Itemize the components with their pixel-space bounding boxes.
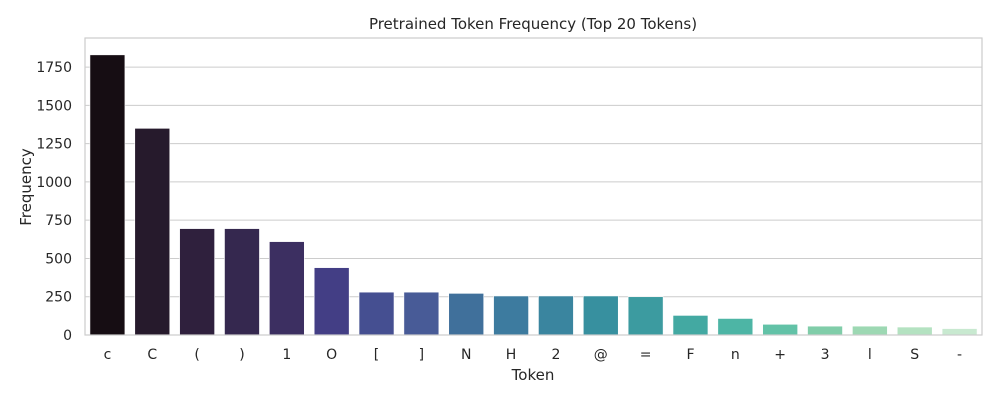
- bar-8: [448, 293, 485, 336]
- x-tick-label: n: [731, 347, 740, 363]
- bar-1: [134, 128, 171, 336]
- x-tick-label: S: [910, 347, 919, 363]
- y-tick-label: 750: [45, 213, 72, 229]
- x-tick-label: H: [506, 347, 517, 363]
- grid-layer: [85, 66, 982, 336]
- x-tick-label: F: [686, 347, 694, 363]
- x-tick-label: O: [326, 347, 337, 363]
- bars-layer: [89, 54, 978, 336]
- y-tick-label: 250: [45, 290, 72, 306]
- bar-19: [941, 328, 978, 336]
- bar-11: [582, 295, 619, 336]
- bar-13: [672, 315, 709, 336]
- x-tick-label: @: [594, 347, 608, 363]
- x-tick-label: [: [374, 347, 379, 363]
- x-tick-label: C: [147, 347, 157, 363]
- x-tick-label: ): [239, 347, 244, 363]
- x-tick-label: N: [461, 347, 471, 363]
- x-tick-label: c: [104, 347, 112, 363]
- y-tick-label: 0: [63, 328, 72, 344]
- x-tick-label: (: [194, 347, 199, 363]
- x-tick-label: l: [868, 347, 872, 363]
- bar-18: [896, 326, 933, 336]
- bar-14: [717, 318, 754, 336]
- y-tick-label: 1750: [36, 60, 72, 76]
- bar-7: [403, 291, 440, 336]
- x-tick-label: 2: [551, 347, 560, 363]
- bar-2: [179, 228, 215, 336]
- bar-6: [358, 291, 395, 336]
- bar-5: [313, 267, 350, 336]
- x-tick-label: +: [774, 347, 786, 363]
- x-tick-label: 1: [282, 347, 291, 363]
- bar-10: [538, 295, 574, 336]
- bar-15: [762, 323, 798, 336]
- x-tick-label: 3: [821, 347, 830, 363]
- bar-17: [852, 325, 888, 336]
- bar-0: [89, 54, 126, 336]
- bar-9: [493, 295, 529, 336]
- y-tick-label: 1000: [36, 175, 72, 191]
- y-axis-label: Frequency: [17, 148, 35, 226]
- y-tick-label: 500: [45, 251, 72, 267]
- y-tick-label: 1250: [36, 137, 72, 153]
- bar-12: [627, 296, 664, 336]
- x-tick-label: ]: [419, 347, 424, 363]
- x-tick-label: =: [640, 347, 652, 363]
- bar-16: [807, 325, 843, 336]
- y-tick-label: 1500: [36, 98, 72, 114]
- x-axis-label: Token: [511, 366, 555, 384]
- bar-4: [269, 241, 305, 336]
- plot-frame: [84, 37, 983, 336]
- x-tick-label: -: [957, 347, 962, 363]
- y-tick-labels: 0 250 500 750 1000 1250 1500 1750: [36, 60, 72, 344]
- chart-title: Pretrained Token Frequency (Top 20 Token…: [369, 15, 697, 33]
- bar-3: [224, 228, 260, 336]
